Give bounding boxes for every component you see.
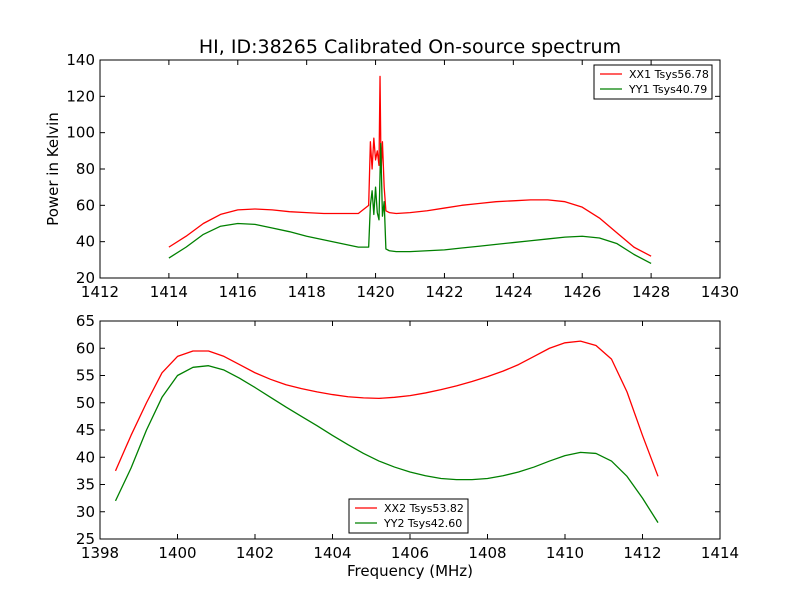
y-tick-label: 55 bbox=[76, 367, 95, 385]
series-line-yy1 bbox=[168, 142, 652, 265]
y-tick-label: 140 bbox=[66, 51, 95, 69]
y-tick-label: 30 bbox=[76, 503, 95, 521]
x-tick-label: 1410 bbox=[546, 544, 584, 562]
legend-label: YY1 Tsys40.79 bbox=[628, 83, 707, 96]
y-tick-label: 60 bbox=[76, 196, 95, 214]
x-tick-label: 1428 bbox=[632, 283, 670, 301]
chart-title: HI, ID:38265 Calibrated On-source spectr… bbox=[199, 36, 621, 58]
x-tick-label: 1408 bbox=[468, 544, 506, 562]
y-tick-label: 35 bbox=[76, 476, 95, 494]
legend-box bbox=[348, 498, 469, 534]
x-tick-label: 1406 bbox=[391, 544, 429, 562]
x-tick-label: 1430 bbox=[701, 283, 739, 301]
x-tick-label: 1404 bbox=[313, 544, 351, 562]
x-tick-label: 1416 bbox=[219, 283, 257, 301]
x-tick-label: 1400 bbox=[158, 544, 196, 562]
legend-label: YY2 Tsys42.60 bbox=[383, 517, 462, 530]
y-tick-label: 60 bbox=[76, 339, 95, 357]
y-tick-label: 20 bbox=[76, 269, 95, 287]
legend-label: XX2 Tsys53.82 bbox=[384, 502, 464, 515]
y-axis-label: Power in Kelvin bbox=[44, 112, 62, 226]
y-tick-label: 100 bbox=[66, 124, 95, 142]
x-tick-label: 1420 bbox=[356, 283, 394, 301]
y-tick-label: 40 bbox=[76, 233, 95, 251]
x-tick-label: 1422 bbox=[425, 283, 463, 301]
x-tick-label: 1412 bbox=[623, 544, 661, 562]
x-tick-label: 1402 bbox=[236, 544, 274, 562]
legend: XX1 Tsys56.78 YY1 Tsys40.79 bbox=[593, 64, 713, 100]
x-tick-label: 1426 bbox=[563, 283, 601, 301]
x-tick-label: 1398 bbox=[81, 544, 119, 562]
series-line-xx1 bbox=[168, 75, 652, 257]
y-tick-label: 25 bbox=[76, 530, 95, 548]
y-tick-label: 50 bbox=[76, 394, 95, 412]
legend-label: XX1 Tsys56.78 bbox=[629, 68, 709, 81]
x-tick-label: 1424 bbox=[494, 283, 532, 301]
y-tick-label: 45 bbox=[76, 421, 95, 439]
x-tick-label: 1414 bbox=[150, 283, 188, 301]
x-tick-label: 1414 bbox=[701, 544, 739, 562]
chart-panel-1: 1412 1414 1416 1418 1420 1422 1424 1426 1428 1430… bbox=[44, 51, 739, 301]
x-tick-label: 1412 bbox=[81, 283, 119, 301]
x-axis-label: Frequency (MHz) bbox=[347, 562, 473, 580]
x-tick-label: 1418 bbox=[288, 283, 326, 301]
y-tick-label: 120 bbox=[66, 87, 95, 105]
legend: XX2 Tsys53.82 YY2 Tsys42.60 bbox=[348, 498, 469, 534]
legend-box bbox=[593, 64, 713, 100]
series-line-xx2 bbox=[114, 340, 659, 477]
series-line-yy2 bbox=[114, 365, 659, 523]
chart-panel-2: 1398 1400 1402 1404 1406 1408 1410 1412 1414 25 30… bbox=[76, 312, 739, 580]
y-tick-label: 80 bbox=[76, 160, 95, 178]
y-tick-label: 65 bbox=[76, 312, 95, 330]
y-tick-label: 40 bbox=[76, 448, 95, 466]
